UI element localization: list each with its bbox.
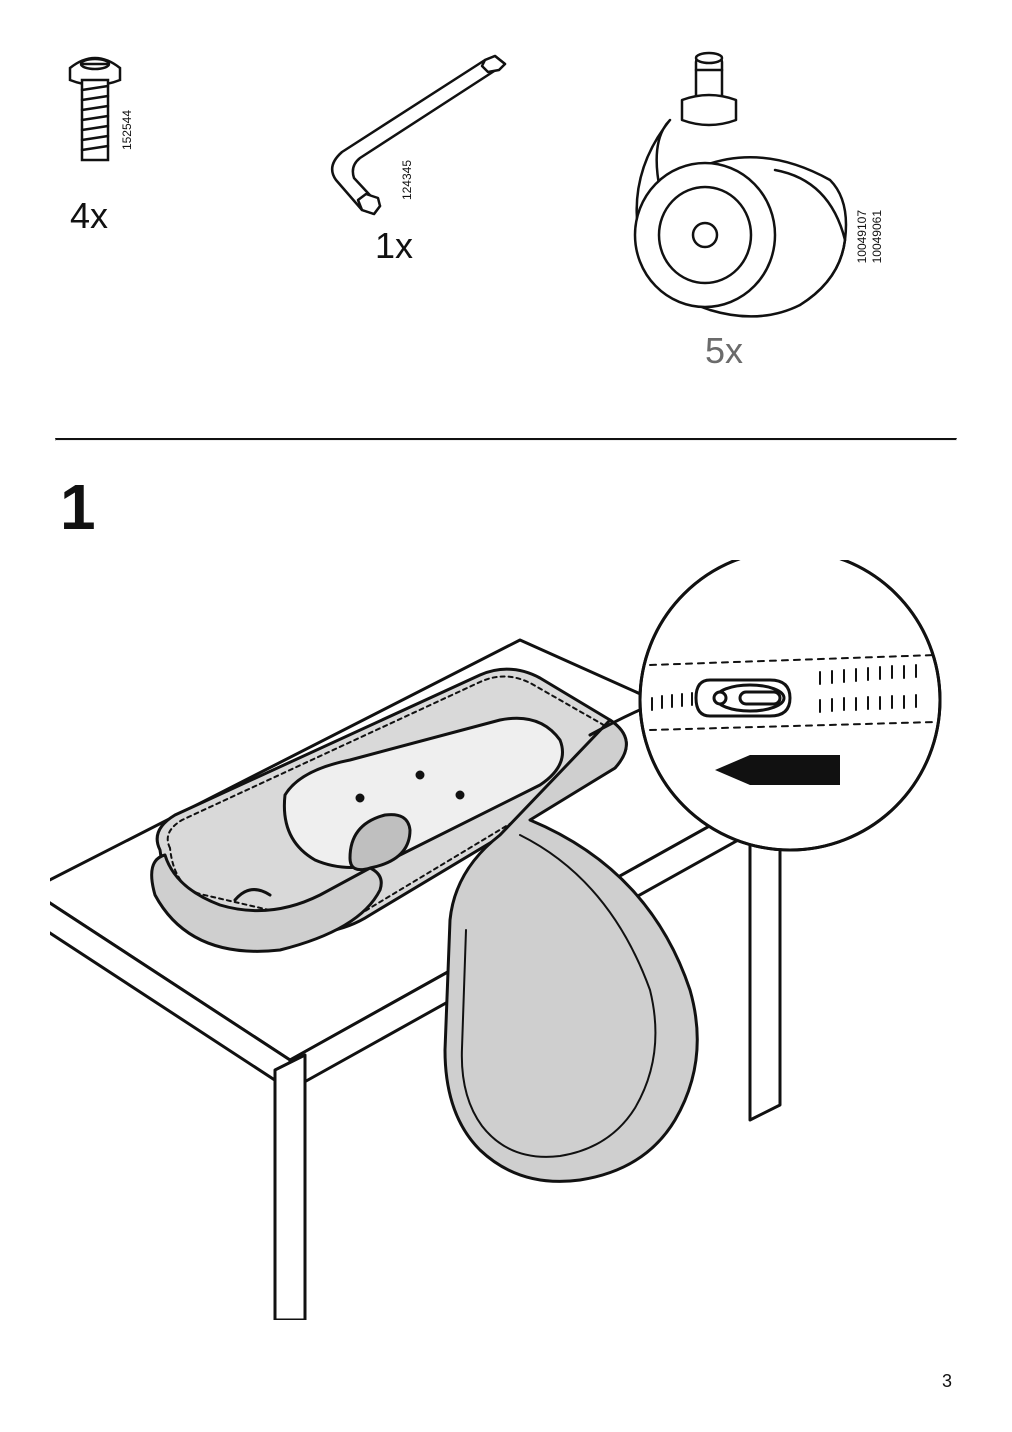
part-code: 10049107 [855, 210, 871, 263]
page: 152544 4x 124345 1x [0, 0, 1012, 1432]
part-code: 124345 [400, 160, 416, 200]
part-code: 152544 [120, 110, 136, 150]
part-qty: 4x [70, 195, 108, 237]
part-screw: 152544 4x [50, 50, 170, 210]
step-number: 1 [60, 470, 96, 544]
page-number: 3 [942, 1371, 952, 1392]
section-divider [55, 438, 957, 441]
caster-icon [590, 50, 890, 330]
part-qty: 5x [705, 330, 743, 372]
screw-icon [50, 50, 170, 210]
part-caster: 10049107 10049061 5x [590, 50, 890, 330]
part-allenkey: 124345 1x [280, 50, 520, 220]
parts-list: 152544 4x 124345 1x [50, 50, 962, 370]
part-code: 10049061 [870, 210, 886, 263]
part-qty: 1x [375, 225, 413, 267]
step-1-illustration [50, 560, 962, 1352]
assembly-diagram-icon [50, 560, 962, 1320]
